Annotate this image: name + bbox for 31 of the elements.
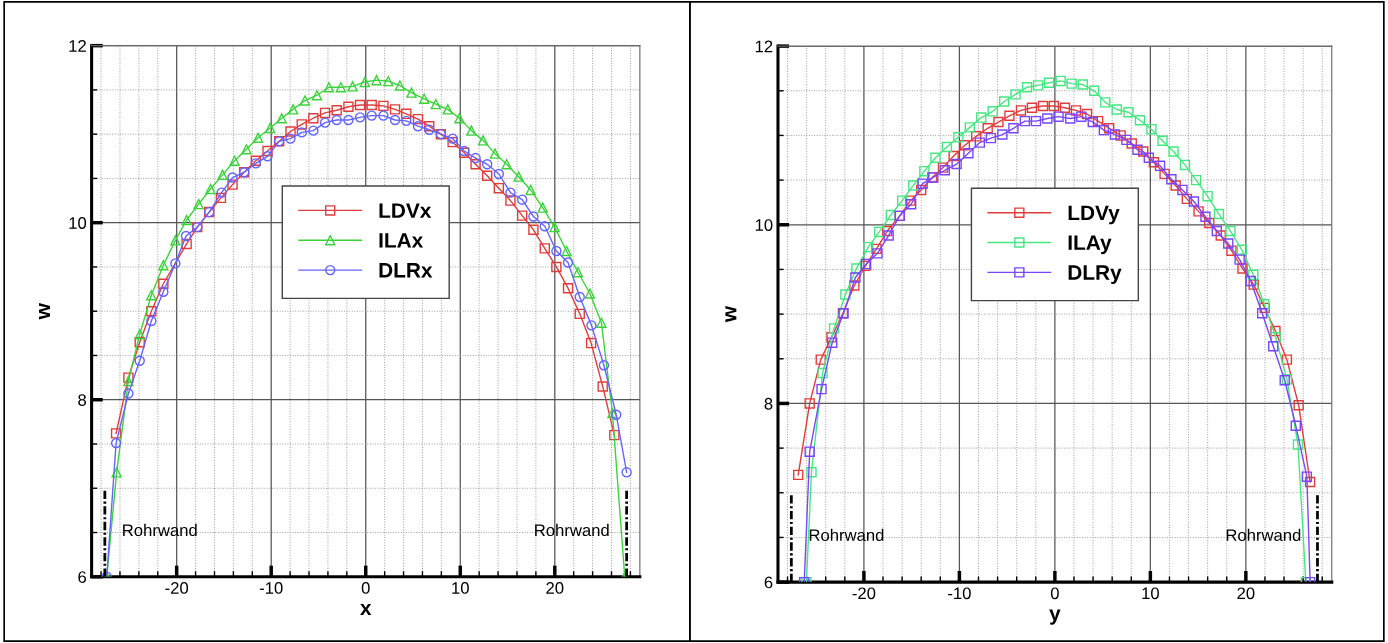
y-tick-label: 6 bbox=[764, 576, 773, 589]
legend-label: ILAy bbox=[1068, 235, 1112, 255]
x-tick-label: 10 bbox=[452, 582, 469, 594]
legend-label: LDVx bbox=[379, 203, 432, 218]
x-tick-label: 20 bbox=[1237, 587, 1255, 600]
x-axis-title: x bbox=[360, 604, 372, 616]
y-tick-label: 6 bbox=[78, 571, 87, 583]
legend-label: LDVy bbox=[1068, 205, 1120, 225]
y-tick-label: 12 bbox=[755, 40, 773, 53]
x-tick-label: -10 bbox=[259, 582, 283, 594]
x-tick-label: 20 bbox=[546, 582, 564, 594]
x-tick-label: -20 bbox=[165, 582, 189, 594]
y-tick-label: 10 bbox=[69, 217, 87, 229]
y-tick-label: 8 bbox=[764, 397, 773, 410]
x-tick-label: 0 bbox=[1050, 587, 1059, 600]
y-axis-title: w bbox=[38, 303, 50, 320]
x-axis-title: y bbox=[1049, 609, 1061, 625]
y-tick-label: 12 bbox=[69, 40, 86, 52]
y-tick-label: 8 bbox=[78, 394, 87, 406]
annotation: Rohrwand bbox=[1226, 528, 1301, 542]
x-tick-label: -20 bbox=[852, 587, 876, 600]
x-tick-label: 0 bbox=[361, 582, 370, 594]
legend-label: ILAx bbox=[379, 233, 424, 248]
y-tick-label: 10 bbox=[755, 219, 773, 231]
x-tick-label: 10 bbox=[1142, 587, 1159, 600]
legend-label: DLRy bbox=[1068, 265, 1122, 284]
annotation: Rohrwand bbox=[809, 528, 884, 542]
y-axis-title: w bbox=[725, 305, 737, 323]
legend-label: DLRx bbox=[379, 263, 433, 278]
annotation: Rohrwand bbox=[123, 523, 197, 537]
x-tick-label: -10 bbox=[948, 587, 971, 600]
